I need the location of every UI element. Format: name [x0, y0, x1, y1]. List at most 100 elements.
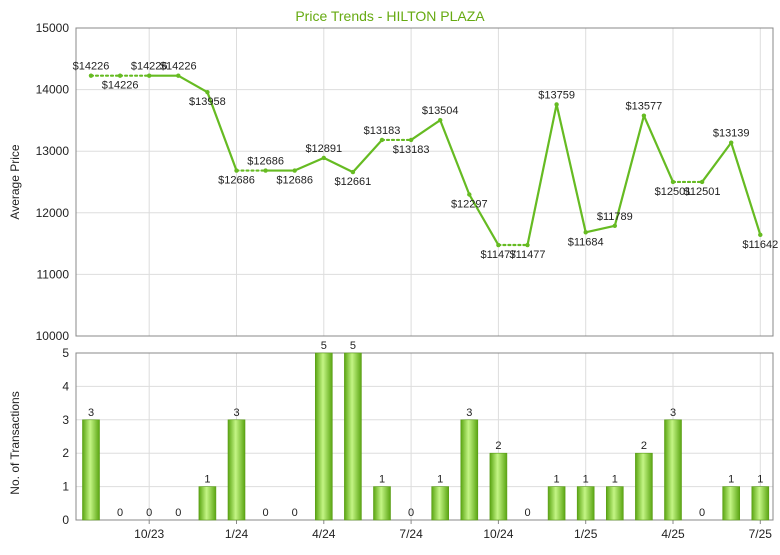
price-point [641, 113, 647, 118]
price-data-label: $12501 [684, 186, 721, 198]
transaction-bar-label: 1 [728, 474, 734, 486]
price-point [176, 73, 181, 78]
volume-tick-label: 5 [62, 346, 69, 360]
price-line-segment [642, 114, 675, 184]
transaction-bar-label: 0 [175, 507, 181, 519]
transaction-bar [547, 486, 566, 521]
transaction-bar-label: 3 [233, 407, 239, 419]
price-data-label: $13577 [626, 101, 663, 113]
transaction-bar [431, 486, 450, 521]
price-data-label: $11789 [597, 211, 633, 223]
price-line-segment [177, 74, 209, 94]
transaction-bar-label: 1 [757, 474, 763, 486]
price-point [438, 117, 443, 123]
price-line-segment [555, 103, 587, 234]
price-line-segment [700, 141, 733, 184]
price-data-label: $13759 [538, 89, 575, 101]
transaction-bar [314, 352, 333, 521]
x-tick-label: 10/23 [134, 527, 164, 541]
price-data-label: $14226 [73, 61, 110, 73]
transaction-bar-label: 3 [670, 407, 676, 419]
price-line-segment [206, 91, 238, 172]
volume-tick-label: 0 [62, 513, 69, 527]
price-data-label: $11477 [480, 249, 516, 261]
transactions-panel: 0 1 2 3 4 5 10/23 1/24 4/24 7/24 10/24 1/25 4/25 7/25… [62, 340, 774, 541]
price-tick-label: 14000 [36, 83, 70, 97]
x-tick-label: 4/24 [312, 527, 336, 541]
transaction-bar-label: 3 [466, 407, 472, 419]
price-point [699, 179, 705, 185]
price-tick-label: 13000 [36, 144, 70, 158]
price-data-label: $13504 [422, 105, 459, 117]
transactions-axis-label: No. of Transactions [8, 391, 22, 494]
price-line-segment [293, 156, 325, 172]
x-tick-label: 10/24 [483, 527, 513, 541]
price-data-label: $14226 [160, 61, 197, 73]
transaction-bar-label: 0 [117, 507, 123, 519]
price-data-label: $14226 [102, 80, 139, 92]
price-data-label: $13183 [393, 144, 430, 156]
price-data-label: $12661 [335, 176, 372, 188]
transaction-bar [344, 352, 362, 521]
price-point [263, 168, 268, 173]
price-point [729, 140, 734, 145]
price-line-segment [351, 138, 384, 174]
transaction-bar-label: 2 [641, 440, 647, 452]
volume-tick-label: 1 [62, 480, 69, 494]
price-point [496, 242, 501, 248]
price-line-segment [322, 156, 354, 174]
price-axis-label: Average Price [8, 144, 22, 219]
price-point [612, 223, 617, 228]
volume-tick-label: 4 [62, 379, 69, 393]
x-tick-label: 4/25 [661, 527, 685, 541]
transaction-bar-label: 1 [437, 474, 443, 486]
price-line-segment [410, 119, 442, 142]
price-data-label: $14226 [131, 61, 168, 73]
transaction-bar-label: 0 [408, 507, 414, 519]
transaction-bar-label: 1 [583, 474, 589, 486]
transaction-bar [82, 419, 100, 521]
price-data-label: $11477 [510, 249, 546, 261]
transaction-bar [751, 486, 770, 521]
transaction-bar-label: 3 [88, 407, 94, 419]
price-data-label: $13139 [713, 128, 750, 140]
price-line-segment [526, 103, 558, 247]
price-tick-label: 15000 [36, 21, 70, 35]
transaction-bar [664, 419, 682, 521]
price-data-label: $12501 [655, 186, 692, 198]
price-point [321, 155, 326, 161]
x-tick-label: 7/25 [749, 527, 773, 541]
price-panel: 100001100012000130001400015000$14226$142… [36, 21, 779, 343]
transaction-bar [605, 486, 624, 521]
price-point [88, 73, 94, 78]
price-point [670, 179, 676, 185]
price-line-segment [468, 193, 500, 247]
price-line-segment [584, 224, 616, 234]
price-point [292, 168, 297, 173]
transaction-bar [722, 486, 741, 521]
price-point [554, 102, 559, 107]
x-tick-label: 1/24 [225, 527, 249, 541]
transaction-bar-label: 5 [321, 340, 327, 352]
price-data-label: $11684 [568, 236, 604, 248]
transaction-bar-label: 1 [379, 474, 385, 486]
transaction-bar-label: 2 [495, 440, 501, 452]
price-line-segment [613, 114, 646, 227]
volume-plot-frame [75, 352, 774, 521]
transaction-bar-label: 1 [554, 474, 560, 486]
price-data-label: $12297 [451, 199, 488, 211]
price-data-label: $13183 [364, 125, 401, 137]
price-point [583, 230, 588, 235]
price-data-label: $12891 [305, 143, 342, 155]
transaction-bar [635, 452, 653, 521]
transaction-bar [198, 486, 217, 521]
transaction-bar [576, 486, 595, 521]
price-tick-label: 10000 [36, 329, 70, 343]
price-tick-label: 11000 [37, 267, 70, 281]
volume-tick-label: 2 [62, 446, 69, 460]
x-tick-label: 1/25 [574, 527, 598, 541]
price-point [205, 89, 210, 95]
transaction-bar-label: 0 [699, 507, 705, 519]
